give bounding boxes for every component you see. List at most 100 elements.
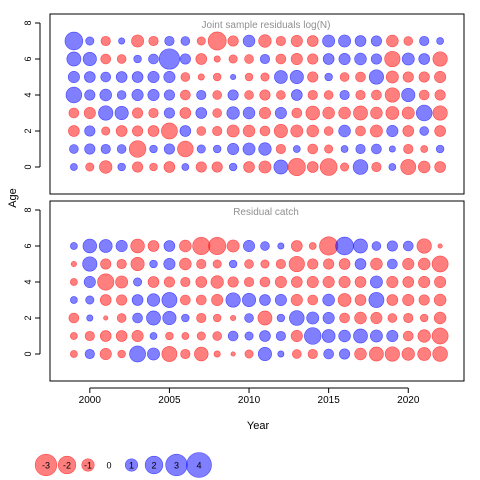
top-residual-bubble [419, 35, 430, 47]
top-residual-bubble [291, 107, 303, 119]
bottom-residual-bubble [179, 239, 192, 253]
top-residual-bubble [292, 145, 301, 153]
top-residual-bubble [195, 53, 208, 65]
bottom-residual-bubble [181, 332, 190, 340]
top-residual-bubble [306, 124, 319, 138]
bottom-residual-bubble [99, 294, 112, 306]
bottom-residual-bubble [225, 292, 241, 308]
top-residual-bubble [211, 161, 223, 173]
bottom-residual-bubble [354, 258, 367, 270]
top-residual-bubble [98, 105, 114, 121]
legend-bubble [81, 458, 95, 472]
top-residual-bubble [82, 51, 97, 67]
x-tick-label: 2000 [79, 395, 102, 406]
bottom-residual-bubble [244, 349, 254, 359]
bottom-residual-bubble [290, 329, 303, 342]
top-residual-bubble [148, 107, 159, 119]
bottom-residual-bubble [99, 330, 112, 342]
bottom-residual-bubble [68, 312, 80, 324]
bottom-y-tick-label: 8 [23, 207, 33, 212]
top-residual-bubble [148, 53, 159, 65]
top-residual-bubble [415, 104, 433, 122]
bottom-residual-bubble [306, 311, 320, 325]
top-residual-bubble [180, 36, 191, 46]
top-residual-bubble [401, 87, 416, 103]
top-residual-bubble [100, 35, 111, 47]
top-residual-bubble [401, 52, 415, 66]
bottom-residual-bubble [257, 346, 272, 362]
top-residual-bubble [324, 72, 333, 82]
bottom-bubble-layer [68, 236, 449, 363]
top-residual-bubble [158, 48, 180, 70]
bottom-residual-bubble [402, 293, 415, 306]
top-residual-bubble [274, 107, 287, 120]
bottom-residual-bubble [417, 329, 431, 343]
top-residual-bubble [68, 125, 80, 137]
bottom-residual-bubble [319, 236, 339, 256]
top-residual-bubble [417, 160, 431, 174]
top-residual-bubble [370, 106, 383, 120]
top-residual-bubble [196, 89, 207, 101]
top-residual-bubble [323, 90, 334, 100]
bottom-residual-bubble [196, 258, 207, 270]
bottom-residual-bubble [115, 275, 129, 289]
bottom-residual-bubble [86, 314, 94, 322]
top-residual-bubble [338, 52, 351, 65]
top-residual-bubble [195, 161, 207, 173]
bottom-residual-bubble [212, 259, 222, 269]
top-residual-bubble [177, 140, 194, 158]
top-residual-bubble [402, 71, 414, 83]
top-residual-bubble [149, 162, 158, 172]
top-residual-bubble [147, 89, 160, 102]
bottom-residual-bubble [308, 242, 317, 250]
bottom-residual-bubble [403, 312, 414, 324]
top-residual-bubble [275, 53, 287, 65]
top-residual-bubble [116, 144, 127, 154]
bottom-residual-bubble [179, 257, 192, 271]
top-residual-bubble [384, 50, 401, 68]
top-residual-bubble [289, 69, 304, 85]
top-residual-bubble [368, 69, 384, 85]
bottom-residual-bubble [277, 350, 285, 358]
bottom-residual-bubble [289, 310, 305, 326]
bottom-residual-bubble [84, 330, 95, 342]
bottom-residual-bubble [353, 238, 368, 254]
top-y-tick-label: 2 [23, 128, 33, 133]
top-residual-bubble [195, 107, 208, 119]
top-residual-bubble [101, 126, 111, 136]
y-axis-label: Age [7, 188, 19, 208]
bottom-residual-bubble [210, 275, 224, 289]
top-residual-bubble [83, 107, 96, 120]
top-residual-bubble [307, 143, 319, 155]
bottom-residual-bubble [322, 311, 335, 324]
bottom-residual-bubble [338, 275, 351, 288]
bottom-residual-bubble [416, 238, 432, 254]
x-tick-label: 2020 [397, 395, 420, 406]
top-residual-bubble [180, 72, 191, 82]
top-residual-bubble [244, 54, 254, 64]
legend-bubble [144, 455, 164, 475]
top-residual-bubble [340, 162, 350, 172]
top-residual-bubble [258, 107, 271, 120]
bottom-residual-bubble [132, 312, 143, 324]
top-residual-bubble [131, 89, 144, 102]
top-residual-bubble [370, 124, 383, 138]
bottom-residual-bubble [149, 259, 158, 269]
top-residual-bubble [384, 87, 400, 103]
top-residual-bubble [179, 125, 192, 137]
top-residual-bubble [307, 89, 318, 101]
top-residual-bubble [322, 53, 335, 65]
top-residual-bubble [197, 73, 205, 81]
top-residual-bubble [323, 126, 334, 136]
bottom-residual-bubble [116, 294, 128, 306]
bottom-residual-bubble [242, 292, 257, 308]
top-residual-bubble [386, 34, 399, 48]
bottom-residual-bubble [304, 327, 322, 345]
bottom-residual-bubble [196, 331, 206, 341]
top-residual-bubble [339, 72, 350, 82]
top-y-tick-label: 4 [23, 92, 33, 97]
bottom-residual-bubble [433, 293, 447, 307]
bottom-residual-bubble [103, 315, 109, 321]
bottom-residual-bubble [230, 314, 237, 322]
